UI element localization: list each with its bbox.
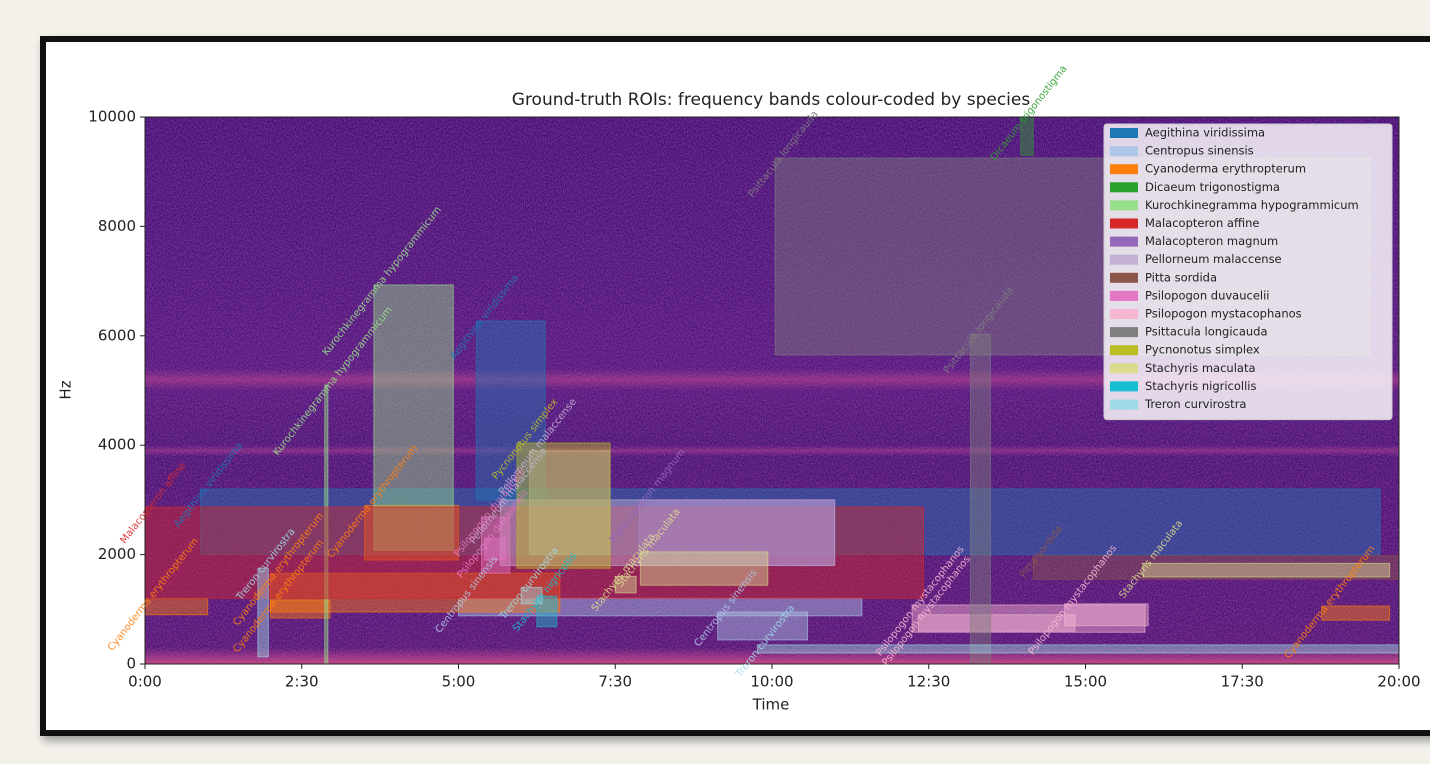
legend-label: Malacopteron affine [1145, 216, 1259, 230]
legend-label: Centropus sinensis [1145, 144, 1254, 158]
x-tick-label: 2:30 [285, 673, 319, 691]
chart: Ground-truth ROIs: frequency bands colou… [0, 0, 1430, 764]
x-tick-label: 10:00 [750, 673, 793, 691]
legend-label: Pitta sordida [1145, 270, 1217, 284]
legend-swatch [1110, 363, 1138, 373]
legend-label: Stachyris nigricollis [1145, 379, 1257, 393]
legend-swatch [1110, 345, 1138, 355]
x-tick-label: 0:00 [128, 673, 162, 691]
legend-swatch [1110, 182, 1138, 192]
y-tick-label: 10000 [88, 108, 136, 126]
legend-label: Malacopteron magnum [1145, 234, 1278, 248]
x-tick-label: 15:00 [1064, 673, 1107, 691]
x-tick-label: 12:30 [907, 673, 950, 691]
legend-swatch [1110, 219, 1138, 229]
legend-swatch [1110, 255, 1138, 265]
legend-label: Cyanoderma erythropterum [1145, 162, 1306, 176]
legend-label: Dicaeum trigonostigma [1145, 180, 1280, 194]
legend-swatch [1110, 309, 1138, 319]
legend-label: Aegithina viridissima [1145, 126, 1265, 140]
y-tick-label: 6000 [98, 326, 136, 344]
roi-box [1065, 604, 1149, 626]
legend-label: Psittacula longicauda [1145, 325, 1268, 339]
page: {"chart_data": { "type": "roi", "title":… [0, 0, 1430, 764]
legend-swatch [1110, 291, 1138, 301]
y-tick-label: 8000 [98, 217, 136, 235]
x-tick-label: 20:00 [1377, 673, 1420, 691]
x-tick-label: 5:00 [442, 673, 476, 691]
y-tick-label: 2000 [98, 545, 136, 563]
y-axis-label: Hz [57, 380, 75, 399]
x-tick-label: 7:30 [598, 673, 632, 691]
legend-label: Psilopogon duvaucelii [1145, 288, 1269, 302]
x-axis-label: Time [752, 696, 790, 714]
legend-swatch [1110, 237, 1138, 247]
x-tick-label: 17:30 [1221, 673, 1264, 691]
legend-swatch [1110, 400, 1138, 410]
roi-box [971, 334, 991, 664]
legend-label: Psilopogon mystacophanos [1145, 307, 1302, 321]
y-tick-label: 0 [126, 655, 136, 673]
legend-swatch [1110, 200, 1138, 210]
legend-label: Pycnonotus simplex [1145, 343, 1260, 357]
legend-swatch [1110, 381, 1138, 391]
legend: Aegithina viridissima Centropus sinensis C… [1104, 124, 1392, 420]
chart-title: Ground-truth ROIs: frequency bands colou… [512, 90, 1031, 110]
legend-swatch [1110, 327, 1138, 337]
legend-label: Stachyris maculata [1145, 361, 1256, 375]
legend-label: Treron curvirostra [1144, 397, 1246, 411]
legend-label: Pellorneum malaccense [1145, 252, 1282, 266]
legend-swatch [1110, 273, 1138, 283]
legend-label: Kurochkinegramma hypogrammicum [1145, 198, 1359, 212]
legend-swatch [1110, 146, 1138, 156]
legend-swatch [1110, 128, 1138, 138]
y-tick-label: 4000 [98, 436, 136, 454]
legend-swatch [1110, 164, 1138, 174]
